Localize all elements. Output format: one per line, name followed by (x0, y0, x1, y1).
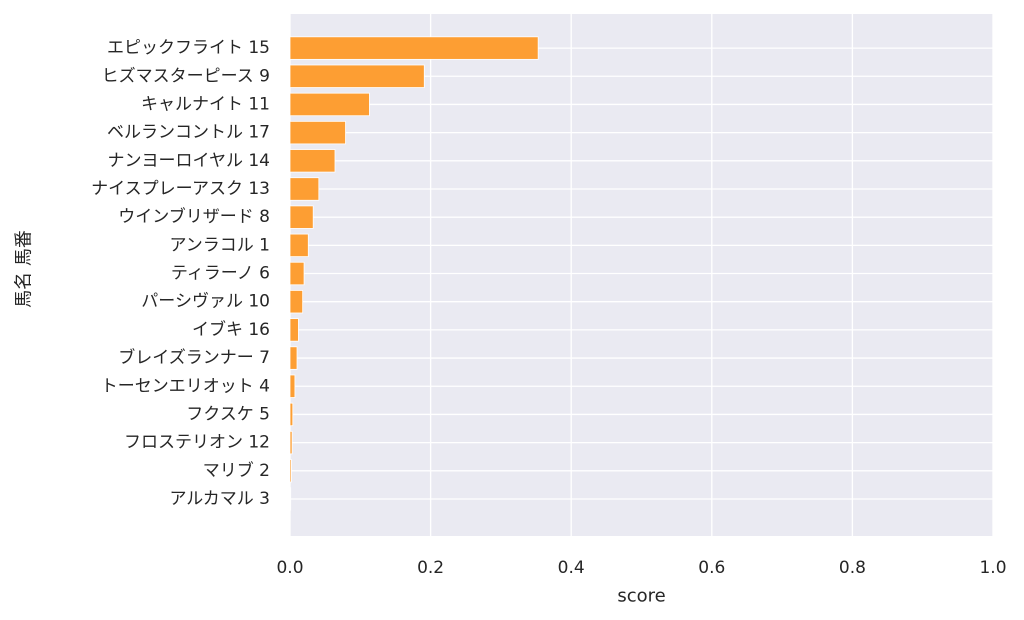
bar (289, 374, 296, 398)
y-tick-label: パーシヴァル 10 (141, 292, 270, 312)
bar (289, 487, 292, 511)
y-tick-label: ヒズマスターピース 9 (102, 66, 270, 86)
x-tick-label: 0.4 (558, 558, 585, 578)
bar (289, 459, 292, 483)
y-tick-label: アルカマル 3 (169, 489, 270, 509)
y-tick-label: ウインブリザード 8 (118, 206, 270, 227)
x-tick-label: 0.2 (417, 558, 444, 578)
bar (289, 346, 298, 370)
bar (289, 261, 305, 286)
y-axis-label: 馬名 馬番 (14, 230, 35, 308)
bar (289, 120, 346, 145)
y-tick-label: ナイスプレーアスク 13 (91, 179, 270, 199)
bar (289, 402, 294, 427)
x-tick-label: 0.0 (276, 558, 303, 578)
bar (289, 64, 425, 88)
y-tick-label: ティラーノ 6 (171, 264, 270, 284)
y-tick-label: ベルランコントル 17 (107, 123, 270, 143)
grid-lines (289, 14, 994, 536)
bar (289, 177, 320, 201)
bars (289, 36, 539, 511)
bar (289, 318, 299, 342)
bar (289, 92, 370, 117)
x-tick-label: 1.0 (979, 558, 1006, 578)
x-tick-labels: 0.0 0.2 0.4 0.6 0.8 1.0 (276, 558, 1006, 578)
plot-background (290, 14, 993, 536)
y-tick-label: アンラコル 1 (169, 235, 270, 255)
bar (289, 430, 293, 455)
bar (289, 233, 309, 258)
y-tick-label: キャルナイト 11 (141, 94, 270, 114)
y-tick-label: イブキ 16 (192, 319, 270, 340)
bar (289, 205, 314, 229)
y-tick-label: トーセンエリオット 4 (101, 376, 270, 396)
y-tick-labels: エピックフライト 15 ヒズマスターピース 9 キャルナイト 11 ベルランコントル … (91, 38, 270, 509)
x-tick-label: 0.6 (698, 558, 725, 578)
bar (289, 36, 539, 60)
y-tick-label: マリブ 2 (203, 460, 270, 481)
y-tick-label: エピックフライト 15 (107, 38, 270, 58)
y-tick-label: ナンヨーロイヤル 14 (107, 151, 270, 171)
x-axis-label: score (617, 586, 665, 607)
bar (289, 149, 336, 173)
y-tick-label: フロステリオン 12 (124, 433, 270, 453)
bar (289, 290, 304, 314)
y-tick-label: ブレイズランナー 7 (118, 347, 270, 368)
y-tick-label: フクスケ 5 (186, 404, 270, 424)
x-tick-label: 0.8 (839, 558, 866, 578)
